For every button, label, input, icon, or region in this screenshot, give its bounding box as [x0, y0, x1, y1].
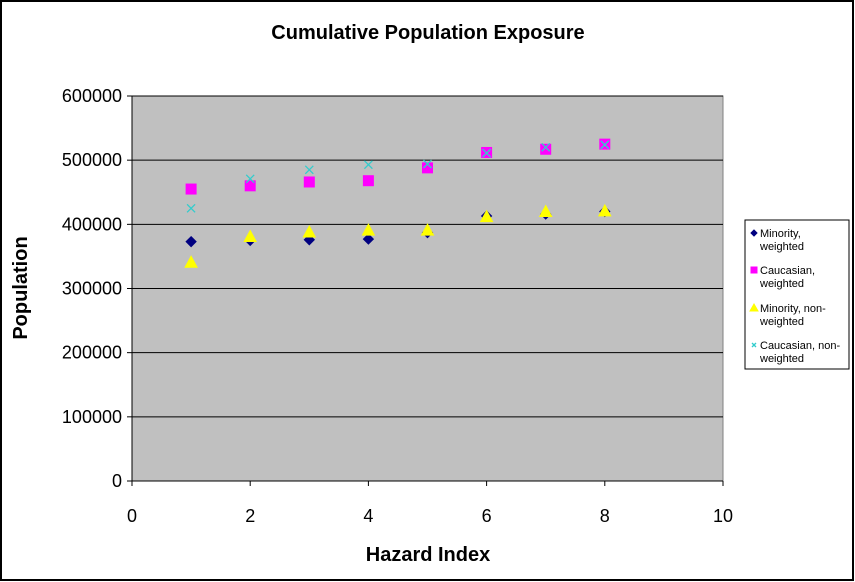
legend-marker-x [751, 342, 757, 348]
data-point-x [363, 160, 373, 170]
x-marker-stroke [304, 165, 314, 175]
x-marker-stroke [600, 140, 610, 150]
x-marker-stroke [363, 160, 373, 170]
legend: Minority,weightedCaucasian,weightedMinor… [744, 219, 850, 370]
legend-label: Minority, [760, 228, 801, 240]
x-tick-label: 4 [363, 506, 373, 526]
x-tick-label: 2 [245, 506, 255, 526]
legend-label: weighted [759, 278, 804, 290]
data-point-triangle [420, 223, 435, 236]
legend-box [744, 219, 850, 370]
x-marker-stroke [423, 159, 432, 169]
legend-label: weighted [759, 316, 804, 328]
y-tick-label: 500000 [62, 150, 122, 170]
data-point-triangle [538, 204, 553, 217]
data-point-x [600, 140, 610, 150]
data-points [184, 138, 612, 268]
data-point-x [482, 148, 492, 158]
data-point-diamond [185, 235, 197, 248]
data-point-triangle [479, 209, 494, 223]
x-tick-label: 8 [600, 506, 610, 526]
data-point-diamond [362, 233, 375, 245]
data-point-square [303, 176, 315, 188]
x-marker-stroke [482, 148, 492, 158]
data-point-square [422, 162, 433, 174]
legend-marker-square [750, 266, 758, 274]
axes [127, 95, 724, 486]
y-tick-label: 300000 [62, 279, 122, 299]
data-point-triangle [597, 203, 612, 217]
y-tick-label: 0 [112, 471, 122, 491]
data-point-square [362, 175, 374, 187]
data-point-x [304, 165, 314, 175]
x-tick-label: 6 [482, 506, 492, 526]
legend-marker-diamond [750, 229, 758, 237]
data-point-x [186, 203, 196, 213]
data-point-triangle [243, 229, 258, 243]
legend-marker-triangle [749, 302, 759, 312]
x-marker-stroke [751, 342, 757, 348]
data-point-x [541, 142, 551, 152]
data-point-x [245, 174, 255, 184]
x-marker-stroke [186, 203, 196, 213]
data-point-triangle [302, 224, 317, 238]
y-tick-label: 100000 [62, 407, 122, 427]
legend-label: Minority, non- [760, 303, 826, 315]
x-marker-stroke [541, 142, 551, 152]
y-tick-label: 600000 [62, 86, 122, 106]
x-tick-label: 0 [127, 506, 137, 526]
data-point-square [185, 183, 197, 195]
legend-label: weighted [759, 241, 804, 253]
data-point-square [244, 180, 256, 192]
gridlines [132, 95, 723, 418]
chart-title: Cumulative Population Exposure [271, 22, 584, 44]
x-tick-label: 10 [713, 506, 733, 526]
data-point-x [423, 159, 432, 169]
y-tick-label: 400000 [62, 214, 122, 234]
data-point-square [540, 143, 552, 155]
tick-labels: 0 100000 200000 300000 400000 500000 600000 0 2 4… [62, 86, 733, 526]
legend-label: Caucasian, [760, 265, 815, 277]
x-axis-title: Hazard Index [366, 544, 490, 566]
y-axis-title: Population [10, 236, 32, 339]
x-marker-stroke [245, 174, 255, 184]
legend-label: Caucasian, non- [760, 340, 840, 352]
data-point-triangle [361, 223, 376, 236]
legend-label: weighted [759, 353, 804, 365]
y-tick-label: 200000 [62, 343, 122, 363]
data-point-triangle [184, 255, 198, 268]
